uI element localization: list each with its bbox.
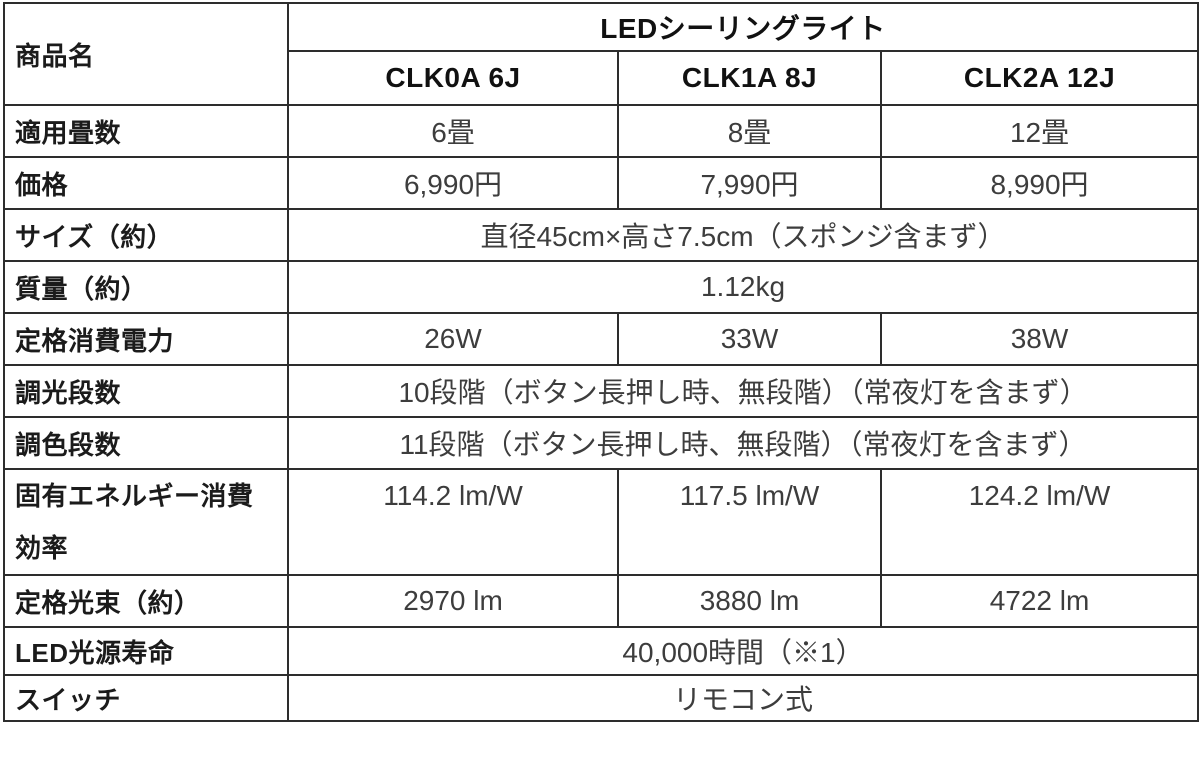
product-spec-table: 商品名 LEDシーリングライト CLK0A 6J CLK1A 8J CLK2A 12… xyxy=(3,2,1200,722)
spec-cell-value: 6,990円 xyxy=(287,156,619,210)
spec-cell-value: 38W xyxy=(879,312,1200,366)
spec-row-label: 定格消費電力 xyxy=(3,312,289,366)
table-row: 定格消費電力 26W 33W 38W xyxy=(3,312,1200,366)
table-row: 固有エネルギー消費 効率 114.2 lm/W 117.5 lm/W 124.2 lm… xyxy=(3,468,1200,576)
spec-cell-value: 26W xyxy=(287,312,619,366)
table-row: 適用畳数 6畳 8畳 12畳 xyxy=(3,104,1200,158)
spec-row-label: LED光源寿命 xyxy=(3,626,289,676)
table-row: 質量（約） 1.12kg xyxy=(3,260,1200,314)
spec-cell-value: 8畳 xyxy=(617,104,882,158)
spec-cell-value-merged: 1.12kg xyxy=(286,260,1200,314)
spec-cell-value-merged: 11段階（ボタン長押し時、無段階）（常夜灯を含まず） xyxy=(286,416,1200,470)
model-header-row: CLK0A 6J CLK1A 8J CLK2A 12J xyxy=(4,50,1200,106)
spec-row-label: 適用畳数 xyxy=(3,104,289,158)
spec-cell-value-merged: 直径45cm×高さ7.5cm（スポンジ含まず） xyxy=(286,208,1200,262)
spec-cell-value: 114.2 lm/W xyxy=(287,468,619,576)
table-row: 定格光束（約） 2970 lm 3880 lm 4722 lm xyxy=(3,574,1200,628)
table-row: 価格 6,990円 7,990円 8,990円 xyxy=(3,156,1200,210)
spec-row-label: 調光段数 xyxy=(3,364,289,418)
spec-cell-value: 124.2 lm/W xyxy=(879,468,1200,576)
spec-cell-value: 7,990円 xyxy=(617,156,882,210)
spec-row-label: 固有エネルギー消費 効率 xyxy=(3,468,289,576)
spec-row-label: サイズ（約） xyxy=(3,208,289,262)
table-row: 調色段数 11段階（ボタン長押し時、無段階）（常夜灯を含まず） xyxy=(3,416,1200,470)
spec-cell-value-merged: 10段階（ボタン長押し時、無段階）（常夜灯を含まず） xyxy=(286,364,1200,418)
table-row-product-name: 商品名 LEDシーリングライト xyxy=(3,2,1200,106)
spec-row-label: 調色段数 xyxy=(3,416,289,470)
spec-cell-value: 12畳 xyxy=(879,104,1200,158)
spec-cell-value-merged: 40,000時間（※1） xyxy=(286,626,1200,676)
product-name-value: LEDシーリングライト xyxy=(286,2,1200,52)
spec-row-label: 価格 xyxy=(3,156,289,210)
table-row: 調光段数 10段階（ボタン長押し時、無段階）（常夜灯を含まず） xyxy=(3,364,1200,418)
model-name-0: CLK0A 6J xyxy=(287,50,619,106)
spec-cell-value: 117.5 lm/W xyxy=(617,468,882,576)
spec-cell-value: 8,990円 xyxy=(879,156,1200,210)
spec-cell-value: 33W xyxy=(617,312,882,366)
spec-cell-value: 4722 lm xyxy=(879,574,1200,628)
spec-row-label: 定格光束（約） xyxy=(3,574,289,628)
spec-cell-value: 6畳 xyxy=(287,104,619,158)
model-name-1: CLK1A 8J xyxy=(617,50,882,106)
spec-cell-value: 3880 lm xyxy=(617,574,882,628)
spec-cell-value-merged: リモコン式 xyxy=(286,674,1200,722)
spec-cell-value: 2970 lm xyxy=(287,574,619,628)
spec-row-label: スイッチ xyxy=(3,674,289,722)
product-name-label: 商品名 xyxy=(3,2,289,106)
table-row: LED光源寿命 40,000時間（※1） xyxy=(3,626,1200,676)
table-row: スイッチ リモコン式 xyxy=(3,674,1200,722)
model-name-2: CLK2A 12J xyxy=(879,50,1200,106)
table-row: サイズ（約） 直径45cm×高さ7.5cm（スポンジ含まず） xyxy=(3,208,1200,262)
spec-row-label: 質量（約） xyxy=(3,260,289,314)
